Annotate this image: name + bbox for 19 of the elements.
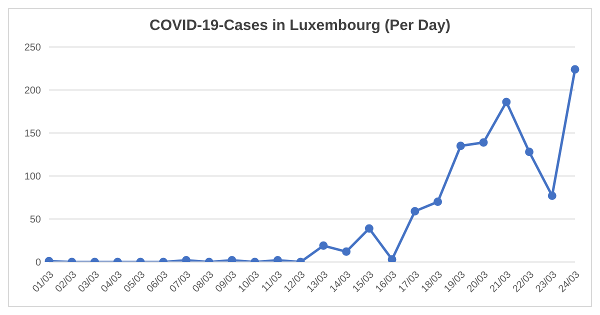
point <box>410 207 420 216</box>
point <box>434 198 442 206</box>
y-tick-label: 0 <box>35 258 42 269</box>
point <box>388 255 396 262</box>
y-tick-label: 100 <box>24 172 42 183</box>
y-tick-label: 200 <box>24 86 42 97</box>
point <box>525 148 534 156</box>
y-tick-label: 50 <box>30 214 42 226</box>
point <box>364 224 374 233</box>
chart-title: COVID-19-Cases in Luxembourg (Per Day) <box>148 16 452 36</box>
point <box>548 192 556 200</box>
y-tick-label: 250 <box>24 42 42 54</box>
point <box>319 241 328 250</box>
y-tick-label: 150 <box>24 128 42 140</box>
point <box>456 142 465 150</box>
point <box>502 98 511 106</box>
point <box>342 247 351 256</box>
point <box>570 65 580 74</box>
point <box>479 138 488 147</box>
